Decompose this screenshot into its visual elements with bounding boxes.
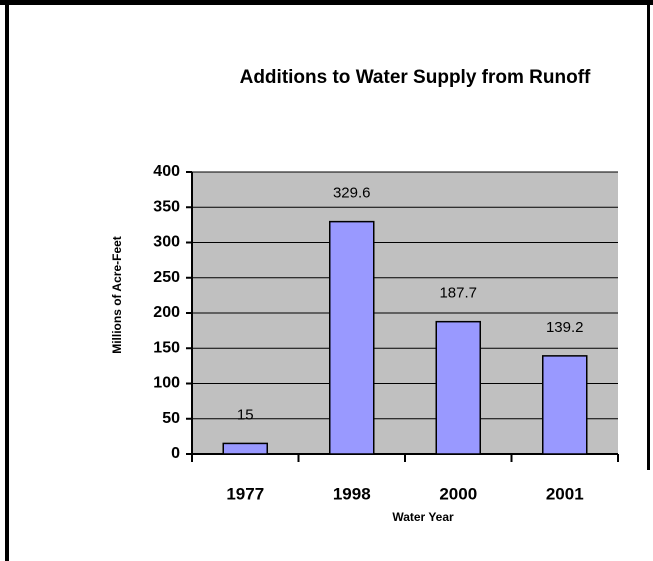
y-tick-label: 250 xyxy=(153,269,180,286)
y-axis-title: Millions of Acre-Feet xyxy=(110,236,124,354)
bar xyxy=(222,442,268,455)
data-label: 139.2 xyxy=(546,319,584,336)
y-tick-label: 150 xyxy=(153,339,180,356)
bar xyxy=(329,220,375,455)
frame-right xyxy=(647,0,650,470)
frame-top xyxy=(0,0,653,5)
data-label: 329.6 xyxy=(333,185,371,202)
x-tick-label: 1998 xyxy=(333,484,371,503)
chart-title: Additions to Water Supply from Runoff xyxy=(240,67,591,88)
y-tick-label: 400 xyxy=(153,163,180,180)
y-tick-label: 200 xyxy=(153,304,180,321)
x-axis-title: Water Year xyxy=(392,510,454,524)
y-tick-label: 0 xyxy=(171,445,180,462)
y-tick-label: 300 xyxy=(153,234,180,251)
bar xyxy=(435,320,481,455)
y-tick-label: 350 xyxy=(153,198,180,215)
x-tick-label: 2001 xyxy=(546,484,584,503)
data-label: 187.7 xyxy=(439,285,477,302)
x-tick-label: 1977 xyxy=(226,484,264,503)
data-label: 15 xyxy=(237,406,254,423)
x-tick-label: 2000 xyxy=(439,484,477,503)
bar xyxy=(542,355,588,455)
y-tick-label: 50 xyxy=(162,410,180,427)
y-tick-label: 100 xyxy=(153,375,180,392)
frame-left xyxy=(5,0,9,561)
